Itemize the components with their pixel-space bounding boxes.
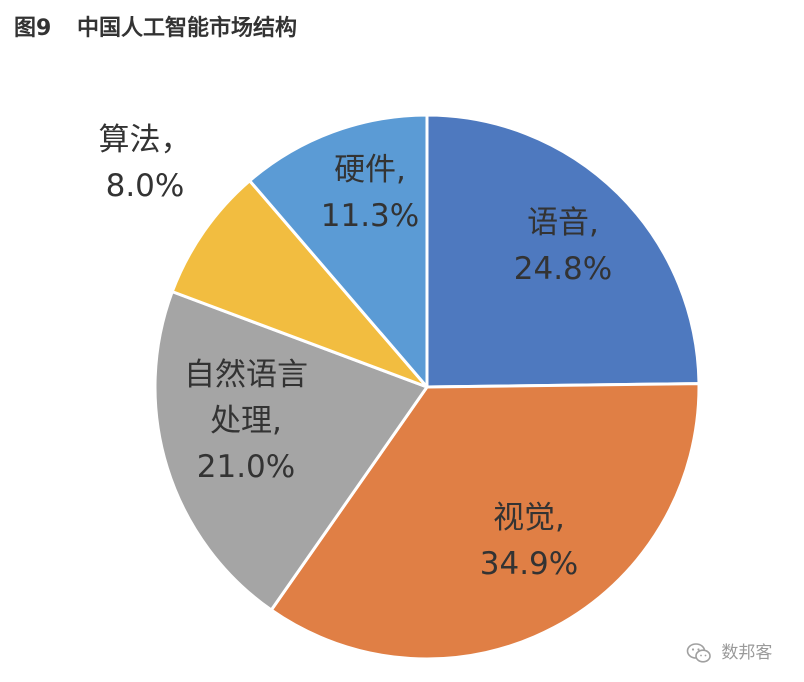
- pie-label-line: 语音,: [527, 205, 599, 241]
- pie-label-line: 34.9%: [480, 546, 578, 582]
- watermark-text: 数邦客: [721, 643, 773, 663]
- pie-slice-label: 硬件, 11.3%: [321, 152, 419, 234]
- pie-slice: [170, 179, 429, 389]
- pie-labels: 语音, 24.8% 视觉, 34.9% 自然语言处理, 21.0% 算法， 8.0% 硬件, 11…: [99, 122, 613, 582]
- pie-slice: [248, 113, 429, 389]
- pie-label-line: 处理,: [210, 403, 282, 439]
- pie-slices: [153, 113, 701, 661]
- pie-label-line: 视觉,: [493, 500, 565, 536]
- figure-title-text: 中国人工智能市场结构: [76, 16, 297, 41]
- pie-label-line: 自然语言: [184, 357, 308, 393]
- wechat-icon: [686, 643, 711, 663]
- figure-title: 图9 中国人工智能市场结构: [14, 10, 297, 42]
- pie-label-line: 11.3%: [321, 198, 419, 234]
- pie-slice: [269, 382, 701, 661]
- pie-label-line: 硬件,: [334, 152, 406, 188]
- watermark: 数邦客: [686, 638, 772, 664]
- pie-label-line: 24.8%: [514, 251, 612, 287]
- pie-label-line: 21.0%: [197, 449, 295, 485]
- pie-slice: [153, 290, 429, 612]
- pie-label-line: 算法，: [99, 122, 192, 158]
- pie-slice: [425, 113, 701, 389]
- pie-slice-label: 自然语言处理, 21.0%: [184, 357, 308, 485]
- pie-slice-label: 算法， 8.0%: [99, 122, 192, 204]
- pie-slice-label: 语音, 24.8%: [514, 205, 612, 287]
- pie-slice-label: 视觉, 34.9%: [480, 500, 578, 582]
- figure-number: 图9: [14, 16, 52, 41]
- pie-label-line: 8.0%: [106, 168, 185, 204]
